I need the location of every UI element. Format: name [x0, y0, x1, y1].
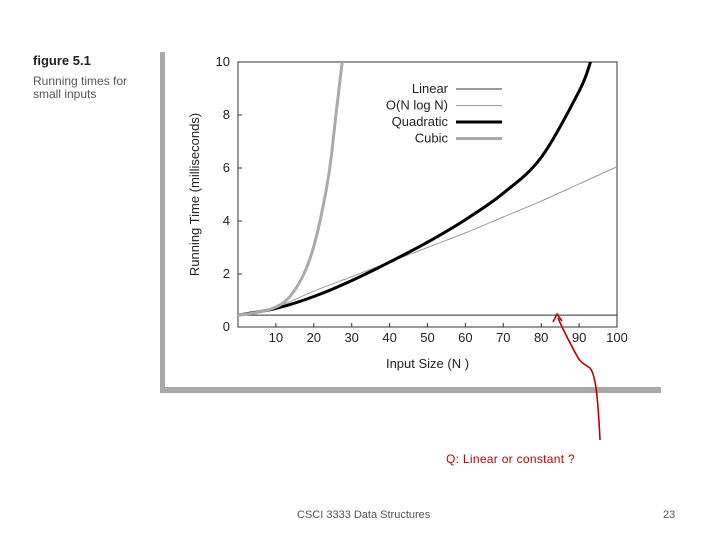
annotation-question: Q: Linear or constant ? — [446, 452, 575, 466]
y-axis-label: Running Time (milliseconds) — [187, 113, 202, 276]
legend-label: O(N log N) — [386, 98, 448, 113]
x-tick-label: 50 — [420, 330, 434, 345]
x-axis-label: Input Size (N ) — [386, 356, 469, 371]
footer-course-title: CSCI 3333 Data Structures — [297, 509, 431, 521]
annotation-arrow — [557, 317, 601, 441]
series-line-cubic — [238, 62, 344, 317]
figure-label: figure 5.1 — [33, 53, 91, 68]
legend-label: Linear — [412, 81, 449, 96]
y-tick-label: 6 — [223, 160, 230, 175]
y-tick-label: 8 — [223, 107, 230, 122]
x-tick-label: 60 — [458, 330, 472, 345]
series-line-o-n-log-n — [238, 166, 617, 316]
figure-frame-horizontal-bar — [160, 387, 661, 393]
x-tick-label: 100 — [606, 330, 628, 345]
x-tick-label: 20 — [307, 330, 321, 345]
y-tick-label: 0 — [223, 319, 230, 334]
x-tick-label: 10 — [269, 330, 283, 345]
legend-label: Cubic — [415, 131, 449, 146]
y-tick-label: 2 — [223, 266, 230, 281]
x-tick-label: 40 — [382, 330, 396, 345]
page-number: 23 — [663, 509, 676, 521]
figure-frame-vertical-bar — [160, 52, 165, 393]
y-tick-label: 4 — [223, 213, 230, 228]
x-tick-label: 90 — [572, 330, 586, 345]
legend-label: Quadratic — [392, 114, 449, 129]
y-tick-label: 10 — [216, 54, 230, 69]
x-tick-label: 80 — [534, 330, 548, 345]
x-tick-label: 30 — [344, 330, 358, 345]
series-line-quadratic — [238, 62, 592, 317]
annotation-arrowhead — [552, 312, 563, 323]
x-tick-label: 70 — [496, 330, 510, 345]
figure-caption: Running times for small inputs — [33, 74, 128, 101]
